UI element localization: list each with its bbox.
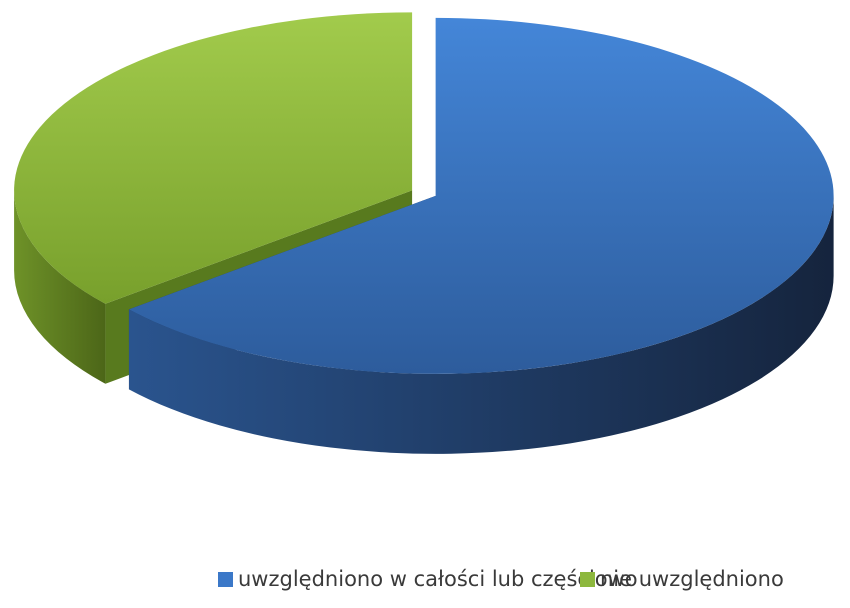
- slice-side: [128, 195, 834, 454]
- legend-swatch: [218, 572, 233, 587]
- slice-side: [14, 190, 106, 384]
- legend-label: nie uwzględniono: [600, 567, 784, 591]
- legend-swatch: [580, 572, 595, 587]
- legend-label: uwzględniono w całości lub częściowo: [238, 567, 638, 591]
- slice: [128, 17, 834, 374]
- slice: [14, 12, 413, 304]
